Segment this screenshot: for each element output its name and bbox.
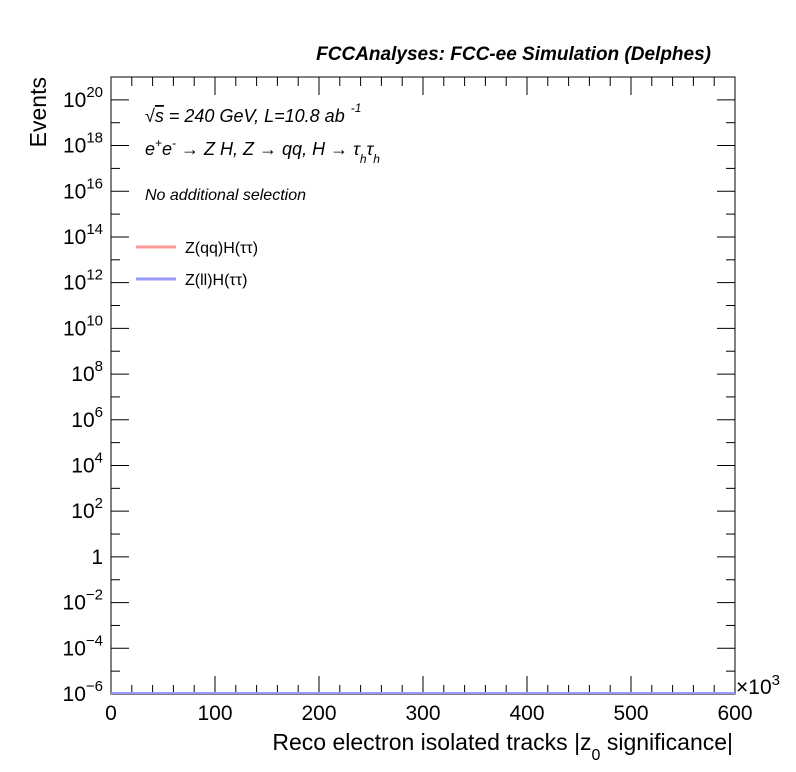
y-tick-label: 1020: [63, 84, 103, 112]
x-tick-label: 300: [405, 702, 440, 725]
y-tick-exponent: 6: [95, 404, 103, 421]
x-axis-label-sub: 0: [592, 747, 601, 764]
y-tick-base: 1: [91, 546, 103, 569]
selection-annotation: No additional selection: [145, 187, 306, 204]
y-tick-base: 10: [63, 272, 86, 295]
y-tick-base: 10: [63, 592, 86, 615]
y-tick-label: 108: [71, 358, 103, 386]
x-tick-label: 600: [717, 702, 752, 725]
legend: Z(qq)H(ττ) Z(ll)H(ττ): [136, 240, 258, 289]
energy-text: = 240 GeV, L=10.8 ab: [164, 106, 345, 126]
process-part1: → Z H, Z → qq, H →: [176, 139, 353, 159]
x-tick-label: 0: [105, 702, 117, 725]
y-tick-base: 10: [63, 317, 86, 340]
y-tick-base: 10: [63, 226, 86, 249]
y-tick-exponent: −6: [86, 678, 103, 695]
x-axis-ticks: 0 100 200 300 400 500 600: [105, 77, 753, 725]
y-tick-label: 1012: [63, 267, 103, 295]
y-tick-label: 1: [91, 546, 103, 569]
process-e1-sup: +: [155, 136, 162, 150]
process-sub1: h: [360, 152, 367, 166]
y-tick-base: 10: [63, 180, 86, 203]
x-axis-label-main: Reco electron isolated tracks |z: [272, 729, 591, 755]
y-tick-label: 106: [71, 404, 103, 432]
y-tick-label: 1018: [63, 130, 103, 158]
y-tick-base: 10: [71, 363, 94, 386]
y-tick-label: 1010: [63, 312, 103, 340]
y-tick-exponent: 12: [86, 267, 103, 284]
y-tick-exponent: −4: [86, 632, 103, 649]
sqrt-s: s: [155, 106, 164, 126]
x-axis-multiplier-base: ×10: [736, 676, 772, 699]
y-tick-label: 10−6: [63, 678, 103, 706]
x-tick-label: 100: [197, 702, 232, 725]
process-sub2: h: [373, 152, 380, 166]
y-tick-exponent: 10: [86, 312, 103, 329]
legend-label-zll: Z(ll)H(ττ): [185, 272, 247, 289]
y-tick-base: 10: [63, 89, 86, 112]
process-annotation: e+e- → Z H, Z → qq, H → τhτh: [145, 136, 380, 166]
y-tick-label: 1014: [63, 221, 103, 249]
y-tick-exponent: 14: [86, 221, 103, 238]
legend-label-zqq: Z(qq)H(ττ): [185, 240, 258, 257]
y-tick-exponent: 8: [95, 358, 103, 375]
y-tick-exponent: 16: [86, 175, 103, 192]
x-tick-label: 200: [301, 702, 336, 725]
process-tau2: τ: [367, 139, 375, 159]
y-tick-label: 1016: [63, 175, 103, 203]
x-axis-label: Reco electron isolated tracks |z0 signif…: [272, 729, 733, 764]
process-tau1: τ: [353, 139, 361, 159]
y-tick-exponent: 18: [86, 130, 103, 147]
energy-sup: -1: [351, 101, 362, 115]
y-axis-ticks: 10−610−410−21102104106108101010121014101…: [63, 76, 735, 706]
y-tick-label: 102: [71, 495, 103, 523]
plot-frame: [110, 76, 736, 695]
y-tick-base: 10: [71, 454, 94, 477]
y-tick-base: 10: [63, 135, 86, 158]
y-tick-base: 10: [71, 500, 94, 523]
process-e2-sup: -: [172, 136, 176, 150]
sqrt-symbol: √: [145, 106, 155, 126]
chart-title: FCCAnalyses: FCC-ee Simulation (Delphes): [316, 44, 711, 65]
y-tick-label: 10−2: [63, 587, 103, 615]
y-tick-label: 104: [71, 449, 103, 477]
x-tick-label: 500: [613, 702, 648, 725]
y-tick-exponent: 2: [95, 495, 103, 512]
x-axis-label-tail: significance|: [600, 729, 733, 755]
y-tick-exponent: 20: [86, 84, 103, 101]
y-tick-exponent: 4: [95, 449, 103, 466]
y-tick-base: 10: [71, 409, 94, 432]
y-tick-exponent: −2: [86, 587, 103, 604]
y-tick-label: 10−4: [63, 632, 103, 660]
x-axis-multiplier-exp: 3: [772, 672, 780, 689]
x-tick-label: 400: [509, 702, 544, 725]
process-e1: e: [145, 139, 155, 159]
y-axis-label: Events: [25, 77, 51, 147]
process-e2: e: [162, 139, 172, 159]
y-tick-base: 10: [63, 637, 86, 660]
x-axis-multiplier: ×103: [736, 672, 780, 699]
y-tick-base: 10: [63, 683, 86, 706]
energy-annotation: √s = 240 GeV, L=10.8 ab -1: [145, 101, 361, 126]
